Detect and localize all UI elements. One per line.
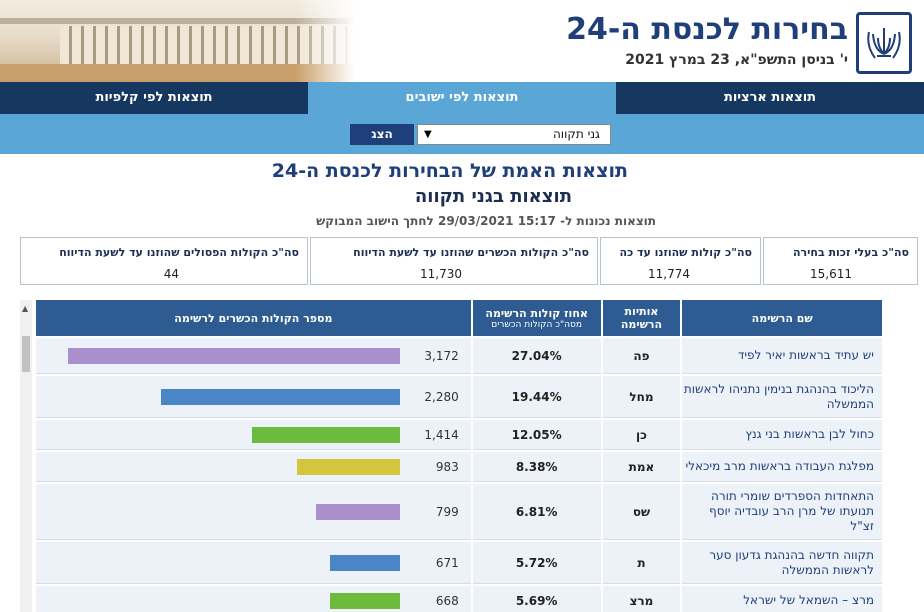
dropdown-arrow-icon[interactable]: ▼ (424, 129, 432, 140)
show-button[interactable]: הצג (350, 124, 414, 145)
letters-cell: מרצ (602, 586, 681, 612)
percent-cell: 6.81% (472, 484, 601, 540)
list-name-cell[interactable]: הליכוד בהנהגת בנימין נתניהו לראשות הממשל… (682, 376, 882, 418)
votes-cell: 668 (36, 586, 471, 612)
updated-suffix: לחתך הישוב המבוקש (316, 214, 434, 228)
locality-filter-bar: גני תקווה ▼ הצג (0, 114, 924, 154)
percent-cell: 5.72% (472, 542, 601, 584)
header-letters: אותיות הרשימה (602, 300, 681, 336)
locality-select-value: גני תקווה (552, 127, 600, 141)
summary-counted-votes: סה"כ קולות שהוזנו עד כה 11,774 (600, 237, 761, 285)
summary-label: סה"כ הקולות הכשרים שהוזנו עד לשעת הדיווח (353, 246, 589, 259)
percent-cell: 5.69% (472, 586, 601, 612)
votes-count: 983 (435, 459, 459, 474)
votes-cell: 1,414 (36, 420, 471, 450)
list-name-cell[interactable]: מפלגת העבודה בראשות מרב מיכאלי (682, 452, 882, 482)
header-percent-label: אחוז קולות הרשימה (485, 306, 588, 320)
page-header: בחירות לכנסת ה-24 י' בניסן התשפ"א, 23 במ… (0, 0, 924, 82)
votes-bar (316, 503, 400, 520)
percent-cell: 19.44% (472, 376, 601, 418)
knesset-building-banner (0, 0, 355, 82)
percent-cell: 27.04% (472, 338, 601, 374)
votes-bar (161, 388, 400, 405)
votes-cell: 2,280 (36, 376, 471, 418)
list-name-cell[interactable]: יש עתיד בראשות יאיר לפיד (682, 338, 882, 374)
summary-value: 11,730 (420, 267, 462, 281)
list-name-cell[interactable]: כחול לבן בראשות בני גנץ (682, 420, 882, 450)
header-votes: מספר הקולות הכשרים לרשימה (36, 300, 471, 336)
locality-heading: תוצאות בגני תקווה (414, 186, 572, 207)
table-row: 799 6.81% שס התאחדות הספרדים שומרי תורה תנו… (36, 484, 882, 540)
table-row: 1,414 12.05% כן כחול לבן בראשות בני גנץ (36, 420, 882, 450)
header-percent: אחוז קולות הרשימה מסה"כ הקולות הכשרים (472, 300, 601, 336)
summary-value: 44 (163, 267, 179, 281)
summary-label: סה"כ קולות שהוזנו עד כה (619, 246, 752, 259)
votes-cell: 983 (36, 452, 471, 482)
votes-cell: 671 (36, 542, 471, 584)
results-nav: תוצאות ארציות תוצאות לפי ישובים תוצאות ל… (0, 82, 924, 116)
votes-bar (330, 554, 400, 571)
table-row: 3,172 27.04% פה יש עתיד בראשות יאיר לפיד (36, 338, 882, 374)
votes-count: 1,414 (424, 427, 459, 442)
tab-results-by-ballot-box[interactable]: תוצאות לפי קלפיות (95, 90, 213, 105)
letters-cell: ת (602, 542, 681, 584)
table-row: 983 8.38% אמת מפלגת העבודה בראשות מרב מיכאל… (36, 452, 882, 482)
summary-eligible-voters: סה"כ בעלי זכות בחירה 15,611 (763, 237, 918, 285)
page-title: בחירות לכנסת ה-24 (566, 12, 848, 47)
summary-valid-votes: סה"כ הקולות הכשרים שהוזנו עד לשעת הדיווח… (310, 237, 598, 285)
letters-cell: אמת (602, 452, 681, 482)
percent-cell: 8.38% (472, 452, 601, 482)
header-list-name: שם הרשימה (682, 300, 882, 336)
header-percent-sub: מסה"כ הקולות הכשרים (491, 319, 583, 330)
votes-bar (252, 426, 400, 443)
votes-bar (330, 592, 400, 609)
list-name-cell[interactable]: מרצ – השמאל של ישראל (682, 586, 882, 612)
votes-cell: 799 (36, 484, 471, 540)
scroll-up-icon[interactable]: ▲ (22, 304, 29, 313)
summary-label: סה"כ הקולות הפסולים שהוזנו עד לשעת הדיוו… (59, 246, 299, 259)
letters-cell: פה (602, 338, 681, 374)
table-row: 2,280 19.44% מחל הליכוד בהנהגת בנימין נתניה… (36, 376, 882, 418)
election-date: י' בניסן התשפ"א, 23 במרץ 2021 (625, 52, 848, 68)
scrollbar-thumb[interactable] (22, 336, 30, 372)
votes-count: 2,280 (424, 389, 459, 404)
votes-count: 3,172 (424, 348, 459, 363)
state-emblem-icon (856, 12, 912, 74)
letters-cell: מחל (602, 376, 681, 418)
votes-bar (68, 347, 400, 364)
updated-prefix: תוצאות נכונות ל- (560, 214, 656, 228)
letters-cell: שס (602, 484, 681, 540)
votes-count: 799 (435, 504, 459, 519)
votes-count: 671 (435, 555, 459, 570)
list-name-cell[interactable]: התאחדות הספרדים שומרי תורה תנועתו של מרן… (682, 484, 882, 540)
votes-bar (297, 458, 400, 475)
table-row: 668 5.69% מרצ מרצ – השמאל של ישראל (36, 586, 882, 612)
tab-national-results[interactable]: תוצאות ארציות (723, 90, 817, 105)
list-name-cell[interactable]: תקווה חדשה בהנהגת גדעון סער לראשות הממשל… (682, 542, 882, 584)
updated-value: 29/03/2021 15:17 (437, 214, 556, 228)
summary-value: 11,774 (648, 267, 690, 281)
table-scrollbar[interactable]: ▲ (20, 300, 32, 612)
summary-value: 15,611 (810, 267, 852, 281)
percent-cell: 12.05% (472, 420, 601, 450)
tab-results-by-locality[interactable]: תוצאות לפי ישובים (308, 82, 616, 116)
results-heading: תוצאות האמת של הבחירות לכנסת ה-24 (271, 160, 628, 182)
summary-label: סה"כ בעלי זכות בחירה (792, 246, 909, 259)
votes-count: 668 (435, 593, 459, 608)
summary-invalid-votes: סה"כ הקולות הפסולים שהוזנו עד לשעת הדיוו… (20, 237, 308, 285)
locality-select[interactable]: גני תקווה ▼ (417, 124, 611, 145)
votes-cell: 3,172 (36, 338, 471, 374)
updated-line: תוצאות נכונות ל- 29/03/2021 15:17 לחתך ה… (316, 214, 656, 228)
letters-cell: כן (602, 420, 681, 450)
results-table: מספר הקולות הכשרים לרשימה אחוז קולות הרש… (34, 298, 884, 612)
table-row: 671 5.72% ת תקווה חדשה בהנהגת גדעון סער לרא… (36, 542, 882, 584)
